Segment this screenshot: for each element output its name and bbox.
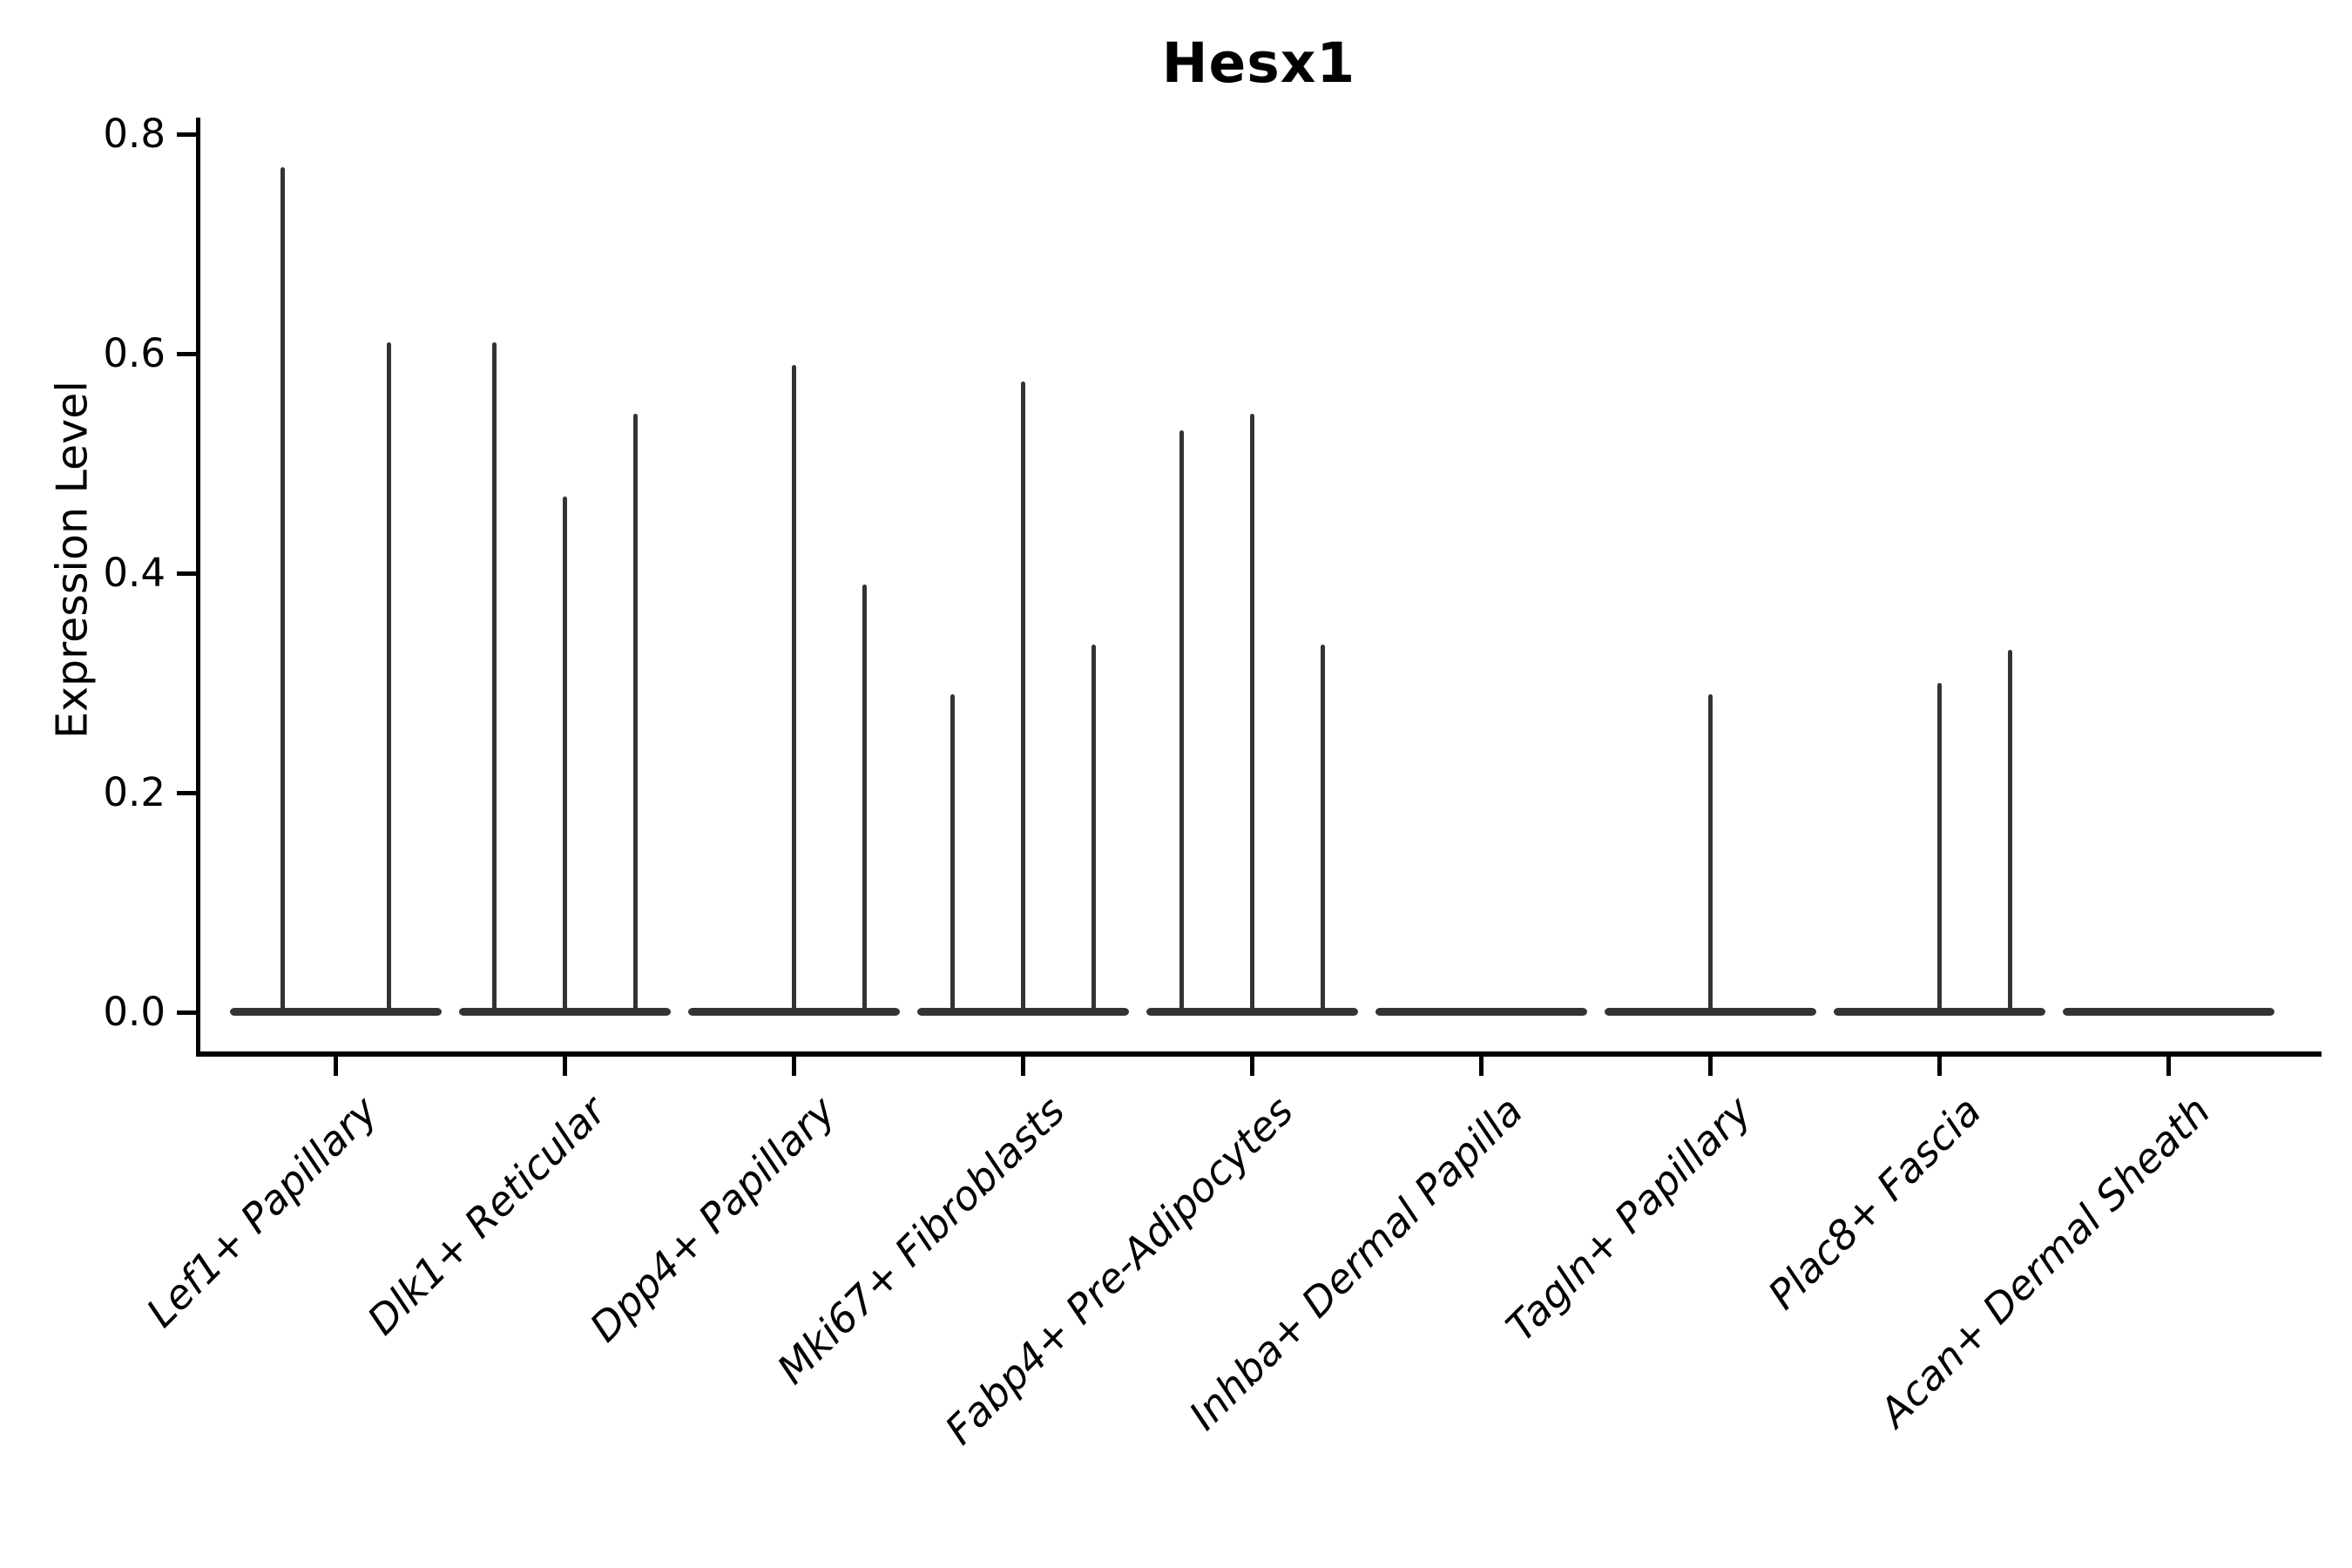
violin-spike: [1936, 683, 1942, 1012]
violin-spike: [1091, 644, 1096, 1012]
x-tick-mark: [562, 1055, 567, 1076]
violin-spike: [862, 584, 867, 1012]
violin-body: [229, 1008, 442, 1016]
violin-spike: [1020, 381, 1025, 1012]
chart-title: Hesx1: [1161, 31, 1356, 95]
x-tick-mark: [333, 1055, 338, 1076]
violin-body: [2062, 1008, 2274, 1016]
y-tick-mark: [177, 1010, 196, 1015]
y-tick-label: 0.0: [103, 989, 166, 1035]
x-axis-spine: [196, 1051, 2322, 1057]
x-tick-label-text: Dlk1+ Reticular: [358, 1087, 616, 1344]
violin-spike: [1179, 430, 1184, 1012]
x-tick-label-text: Lef1+ Papillary: [137, 1087, 387, 1336]
x-tick-mark: [1936, 1055, 1942, 1076]
y-tick-mark: [177, 571, 196, 576]
violin-body: [1375, 1008, 1587, 1016]
violin-spike: [1320, 644, 1325, 1012]
y-tick-label: 0.4: [103, 550, 166, 596]
x-tick-label-text: Tagln+ Papillary: [1497, 1087, 1761, 1351]
y-axis-spine: [196, 118, 200, 1057]
y-tick-label: 0.2: [103, 769, 166, 815]
x-tick-mark: [2166, 1055, 2171, 1076]
violin-spike: [1707, 693, 1713, 1012]
y-tick-label: 0.6: [103, 330, 166, 376]
violin-spike: [562, 496, 567, 1012]
violin-spike: [491, 342, 497, 1012]
y-tick-mark: [177, 790, 196, 795]
x-tick-label-text: Dpp4+ Papillary: [580, 1087, 845, 1351]
violin-spike: [386, 342, 391, 1012]
y-tick-mark: [177, 351, 196, 356]
violin-spike: [280, 166, 285, 1012]
x-tick-mark: [1249, 1055, 1254, 1076]
y-tick-mark: [177, 132, 196, 137]
x-tick-label-text: Plac8+ Fascia: [1758, 1087, 1990, 1319]
violin-spike: [632, 414, 638, 1012]
violin-spike: [950, 693, 955, 1012]
violin-spike: [2007, 650, 2012, 1012]
violin-spike: [791, 364, 796, 1012]
x-tick-mark: [1020, 1055, 1025, 1076]
violin-spike: [1249, 414, 1254, 1012]
x-tick-mark: [1478, 1055, 1484, 1076]
x-tick-mark: [1707, 1055, 1713, 1076]
y-tick-label: 0.8: [103, 111, 166, 157]
x-tick-mark: [791, 1055, 796, 1076]
